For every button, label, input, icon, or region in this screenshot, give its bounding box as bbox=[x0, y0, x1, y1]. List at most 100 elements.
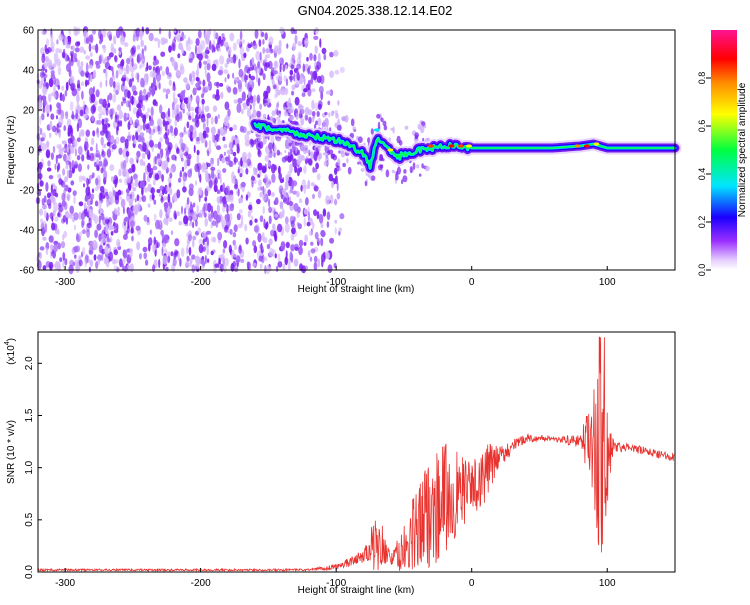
noise-speckle bbox=[259, 191, 263, 198]
noise-speckle bbox=[172, 257, 177, 267]
noise-speckle bbox=[229, 213, 233, 222]
ridge-speckle bbox=[401, 179, 404, 185]
noise-speckle bbox=[174, 238, 180, 247]
noise-speckle bbox=[306, 56, 309, 62]
noise-speckle bbox=[169, 172, 173, 179]
noise-speckle bbox=[70, 52, 73, 63]
noise-speckle bbox=[50, 33, 54, 44]
noise-speckle bbox=[64, 36, 68, 46]
noise-speckle bbox=[104, 224, 109, 235]
noise-speckle bbox=[298, 198, 303, 204]
noise-speckle bbox=[128, 131, 131, 137]
noise-speckle bbox=[268, 206, 272, 213]
noise-speckle bbox=[167, 142, 173, 151]
noise-speckle bbox=[311, 88, 316, 93]
noise-speckle bbox=[95, 43, 99, 54]
noise-speckle bbox=[96, 119, 102, 125]
noise-speckle bbox=[294, 246, 299, 251]
noise-speckle bbox=[173, 82, 176, 92]
spectrogram-x-tick-label: -300 bbox=[55, 277, 75, 288]
noise-speckle bbox=[184, 159, 188, 170]
noise-speckle bbox=[204, 105, 210, 113]
noise-speckle bbox=[278, 39, 282, 49]
snr-x-ticks: -300 -200 -100 0 100 bbox=[55, 568, 616, 589]
noise-speckle bbox=[164, 131, 167, 136]
ridge-speckle bbox=[323, 160, 329, 167]
noise-speckle bbox=[285, 241, 290, 249]
noise-speckle bbox=[78, 175, 83, 183]
noise-speckle bbox=[204, 202, 208, 212]
noise-speckle bbox=[127, 183, 132, 190]
noise-speckle bbox=[155, 219, 160, 230]
noise-speckle bbox=[187, 215, 193, 221]
noise-speckle bbox=[114, 259, 119, 264]
noise-speckle bbox=[205, 38, 210, 45]
noise-speckle bbox=[62, 259, 65, 269]
spectrogram-x-axis-label: Height of straight line (km) bbox=[298, 284, 415, 295]
noise-speckle bbox=[274, 197, 279, 206]
noise-speckle bbox=[87, 164, 90, 170]
noise-speckle bbox=[313, 185, 319, 192]
noise-speckle bbox=[136, 202, 141, 212]
noise-speckle bbox=[303, 165, 307, 174]
noise-speckle bbox=[48, 235, 54, 243]
noise-speckle bbox=[60, 241, 66, 249]
noise-speckle bbox=[158, 27, 162, 35]
noise-speckle bbox=[168, 30, 171, 40]
noise-speckle bbox=[122, 234, 128, 240]
noise-speckle bbox=[121, 168, 126, 177]
noise-speckle bbox=[262, 73, 266, 81]
noise-speckle bbox=[39, 180, 44, 187]
ridge-speckle bbox=[249, 104, 252, 110]
noise-speckle bbox=[204, 140, 208, 148]
noise-speckle bbox=[236, 213, 241, 221]
noise-speckle bbox=[250, 215, 254, 221]
noise-speckle bbox=[210, 166, 216, 172]
noise-speckle bbox=[251, 176, 256, 182]
noise-speckle bbox=[184, 146, 189, 154]
noise-speckle bbox=[103, 117, 109, 123]
noise-speckle bbox=[76, 27, 81, 35]
noise-speckle bbox=[206, 133, 209, 138]
noise-speckle bbox=[66, 156, 70, 161]
noise-speckle bbox=[79, 46, 85, 53]
noise-speckle bbox=[205, 126, 210, 134]
snr-scale-note: (x104) bbox=[4, 338, 17, 365]
snr-marks bbox=[37, 336, 675, 573]
ridge-speckle bbox=[295, 147, 298, 154]
noise-speckle bbox=[189, 131, 194, 142]
snr-y-tick-label: 2.0 bbox=[24, 356, 35, 370]
noise-speckle bbox=[128, 100, 131, 108]
noise-speckle bbox=[312, 222, 315, 230]
noise-speckle bbox=[127, 121, 131, 130]
noise-speckle bbox=[91, 172, 95, 179]
noise-speckle bbox=[245, 237, 249, 245]
noise-speckle bbox=[216, 196, 221, 205]
noise-speckle bbox=[183, 97, 189, 104]
noise-speckle bbox=[57, 262, 61, 272]
noise-speckle bbox=[227, 228, 230, 234]
noise-speckle bbox=[68, 169, 73, 179]
noise-speckle bbox=[320, 222, 324, 229]
ridge-speckle bbox=[418, 173, 422, 177]
noise-speckle bbox=[116, 104, 122, 111]
noise-speckle bbox=[137, 143, 143, 149]
noise-speckle bbox=[296, 63, 302, 70]
noise-speckle bbox=[87, 199, 91, 206]
noise-speckle bbox=[248, 204, 253, 211]
noise-speckle bbox=[257, 61, 260, 69]
noise-speckle bbox=[329, 51, 334, 58]
noise-speckle bbox=[278, 172, 283, 181]
noise-speckle bbox=[137, 53, 143, 62]
noise-speckle bbox=[43, 77, 46, 83]
noise-speckle bbox=[169, 125, 174, 134]
noise-speckle bbox=[294, 34, 298, 45]
noise-speckle bbox=[165, 88, 171, 95]
noise-speckle bbox=[242, 102, 247, 108]
noise-speckle bbox=[263, 62, 268, 72]
noise-speckle bbox=[241, 155, 247, 163]
noise-speckle bbox=[313, 209, 317, 217]
noise-speckle bbox=[168, 187, 173, 196]
ridge-speckle bbox=[316, 111, 320, 117]
noise-speckle bbox=[85, 108, 88, 115]
